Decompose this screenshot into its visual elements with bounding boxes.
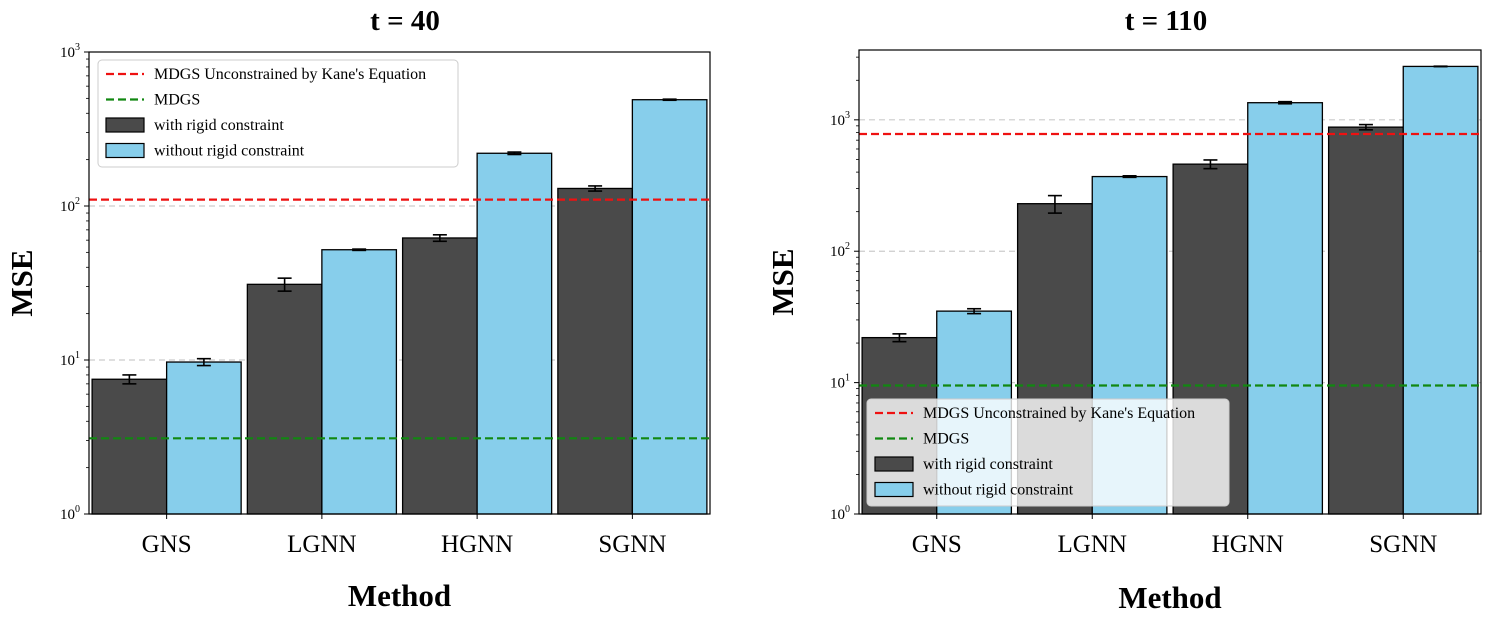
- bar-without-sgnn: [1402, 65, 1479, 515]
- x-tick-label-sgnn: SGNN: [598, 531, 666, 558]
- legend-label: MDGS Unconstrained by Kane's Equation: [923, 405, 1195, 422]
- legend-swatch-patch: [874, 481, 914, 498]
- bar-with-gns: [91, 378, 168, 515]
- legend-label: MDGS: [154, 92, 200, 109]
- x-axis-label: Method: [348, 578, 451, 613]
- legend-swatch-patch: [105, 117, 145, 133]
- x-tick-label-lgnn: LGNN: [287, 531, 356, 558]
- plot-frame: [858, 49, 1482, 515]
- y-tick-label: 101: [830, 373, 850, 392]
- legend-label: with rigid constraint: [923, 456, 1053, 473]
- legend-swatch-patch: [105, 142, 145, 159]
- x-tick-label-hgnn: HGNN: [441, 531, 513, 558]
- bar-without-lgnn: [321, 249, 398, 515]
- chart-title: t = 110: [1125, 5, 1208, 37]
- chart-0: t = 40 100 101 102 103 GNS LGNN HGNN SGNN Method M…: [4, 5, 711, 613]
- bar-with-sgnn: [1327, 126, 1404, 515]
- y-axis-label: MSE: [765, 248, 800, 315]
- y-axis-label: MSE: [4, 249, 39, 316]
- legend-box: [866, 398, 1230, 507]
- x-tick-label-sgnn: SGNN: [1369, 531, 1437, 558]
- legend-label: without rigid constraint: [154, 143, 305, 160]
- x-axis-label: Method: [1118, 580, 1221, 615]
- y-tick-label: 103: [60, 42, 80, 61]
- legend: MDGS Unconstrained by Kane's Equation MDG…: [97, 59, 459, 168]
- x-tick-label-lgnn: LGNN: [1058, 531, 1127, 558]
- y-tick-label: 100: [830, 504, 850, 523]
- bar-without-hgnn: [1247, 102, 1324, 515]
- x-tick-label-gns: GNS: [912, 531, 962, 558]
- legend: MDGS Unconstrained by Kane's Equation MDG…: [866, 398, 1230, 507]
- plot-frame: [88, 51, 711, 515]
- bar-with-sgnn: [557, 187, 634, 515]
- legend-box: [97, 59, 459, 168]
- legend-label: without rigid constraint: [923, 482, 1074, 499]
- legend-label: with rigid constraint: [154, 117, 284, 134]
- y-tick-label: 102: [60, 196, 80, 215]
- bar-with-lgnn: [246, 283, 323, 515]
- bar-without-sgnn: [631, 99, 708, 515]
- chart-1: t = 110 100 101 102 103 GNS LGNN HGNN SGNN Method…: [765, 5, 1482, 615]
- bar-without-hgnn: [476, 152, 553, 515]
- y-tick-label: 101: [60, 350, 80, 369]
- legend-label: MDGS: [923, 431, 969, 448]
- y-tick-label: 103: [830, 110, 850, 129]
- x-tick-label-gns: GNS: [142, 531, 192, 558]
- chart-title: t = 40: [370, 5, 440, 37]
- y-tick-label: 100: [60, 504, 80, 523]
- y-tick-label: 102: [830, 241, 850, 260]
- bar-with-hgnn: [401, 237, 478, 515]
- legend-swatch-patch: [874, 456, 914, 472]
- x-tick-label-hgnn: HGNN: [1212, 531, 1284, 558]
- legend-label: MDGS Unconstrained by Kane's Equation: [154, 66, 426, 83]
